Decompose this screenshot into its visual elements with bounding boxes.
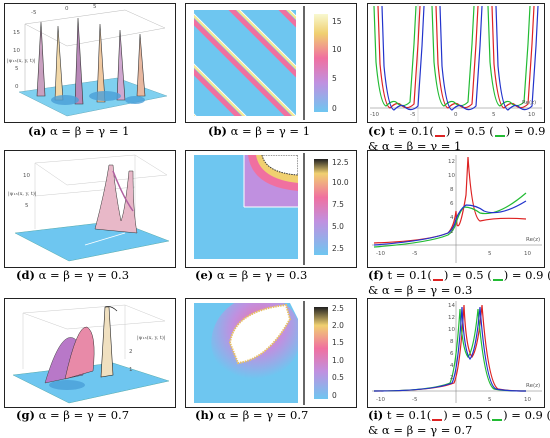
legend-swatch-green — [492, 419, 503, 421]
colorbar-tick: 15 — [332, 17, 342, 26]
caption-c: (c) t = 0.1() = 0.5 () = 0.9 () — [368, 124, 550, 138]
tick-label: 15 — [13, 30, 20, 36]
colorbar-tick: 1.5 — [332, 338, 344, 347]
colorbar-tick: 10.0 — [332, 178, 349, 187]
tick-label: 10 — [448, 173, 455, 179]
tick-label: 0 — [15, 84, 19, 90]
tick-label: -5 — [412, 397, 418, 403]
caption-b: (b) α = β = γ = 1 — [208, 124, 311, 138]
tick-label: 0 — [454, 112, 458, 118]
panel-b-density: 15 10 5 0 — [185, 3, 357, 123]
legend-swatch-red — [432, 279, 443, 281]
colorbar-tick: 1.0 — [332, 356, 344, 365]
caption-d: (d) α = β = γ = 0.3 — [16, 268, 130, 282]
panel-h-density: 2.5 2.0 1.5 1.0 0.5 0 — [185, 298, 357, 408]
tick-label: 4 — [450, 363, 454, 369]
tick-label: 5 — [488, 251, 492, 257]
z-axis-label: |ψ₁₃(x, y, t)| — [8, 190, 37, 197]
tick-label: 4 — [450, 215, 454, 221]
panel-c-line-plot: -10 -5 0 5 10 Re(z) — [367, 3, 545, 123]
caption-f-line2: & α = β = γ = 0.3 — [368, 283, 473, 297]
tick-label: 6 — [450, 201, 454, 207]
tick-label: 5 — [15, 66, 19, 72]
tick-label: 5 — [93, 4, 97, 10]
panel-f-line-plot: -10 -5 5 10 12 10 8 6 4 2 Re(z) — [367, 150, 545, 268]
tick-label: -10 — [376, 251, 385, 257]
caption-a: (a) α = β = γ = 1 — [28, 124, 130, 138]
colorbar-tick: 0.5 — [332, 373, 344, 382]
colorbar-tick: 2.5 — [332, 304, 344, 313]
tick-label: -5 — [410, 112, 416, 118]
caption-f: (f) t = 0.1() = 0.5 () = 0.9 () — [368, 268, 550, 282]
legend-swatch-green — [494, 135, 505, 137]
tick-label: 2 — [129, 349, 133, 355]
colorbar-tick: 7.5 — [332, 200, 344, 209]
tick-label: 5 — [492, 112, 496, 118]
axis-label-re: Re(z) — [526, 237, 540, 243]
tick-label: 1 — [129, 367, 133, 373]
panel-i-line-plot: -10 -5 5 10 14 12 10 8 6 4 2 Re(z) — [367, 298, 545, 408]
axis-label-re: Re(z) — [522, 100, 536, 106]
caption-i: (i) t = 0.1() = 0.5 () = 0.9 () — [368, 408, 550, 422]
z-axis-label: |ψ₁₃(x, y, t)| — [137, 334, 166, 341]
axis-label-re: Re(z) — [526, 383, 540, 389]
tick-label: 6 — [450, 351, 454, 357]
caption-e: (e) α = β = γ = 0.3 — [195, 268, 308, 282]
legend-swatch-green — [492, 279, 503, 281]
tick-label: 8 — [450, 339, 454, 345]
caption-i-line2: & α = β = γ = 0.7 — [368, 423, 473, 437]
tick-label: 10 — [524, 251, 531, 257]
legend-swatch-red — [432, 419, 443, 421]
tick-label: 0 — [65, 6, 69, 12]
tick-label: 2 — [450, 229, 454, 235]
tick-label: 10 — [13, 48, 20, 54]
colorbar-tick: 2.0 — [332, 321, 344, 330]
tick-label: 12 — [448, 159, 455, 165]
tick-label: -10 — [370, 112, 379, 118]
colorbar-tick: 12.5 — [332, 158, 349, 167]
tick-label: 10 — [524, 397, 531, 403]
tick-label: 5 — [488, 397, 492, 403]
colorbar-tick: 5 — [332, 74, 337, 83]
tick-label: 14 — [448, 303, 455, 309]
caption-h: (h) α = β = γ = 0.7 — [195, 408, 309, 422]
colorbar-tick: 0 — [332, 104, 337, 113]
panel-e-density: 12.5 10.0 7.5 5.0 2.5 — [185, 150, 357, 268]
caption-g: (g) α = β = γ = 0.7 — [16, 408, 130, 422]
tick-label: 10 — [23, 173, 30, 179]
tick-label: 5 — [25, 203, 29, 209]
tick-label: 10 — [528, 112, 535, 118]
tick-label: 12 — [448, 315, 455, 321]
colorbar-tick: 10 — [332, 45, 342, 54]
tick-label: 2 — [450, 375, 454, 381]
colorbar-tick: 0 — [332, 391, 337, 400]
tick-label: -5 — [31, 10, 37, 16]
panel-a-3d-surface: -5 0 5 15 10 5 0 |ψ₁₃(x, y, t)| — [4, 3, 176, 123]
caption-c-line2: & α = β = γ = 1 — [368, 139, 462, 153]
legend-swatch-red — [434, 135, 445, 137]
panel-g-3d-surface: 2 1 |ψ₁₃(x, y, t)| — [4, 298, 176, 408]
colorbar-tick: 5.0 — [332, 222, 344, 231]
tick-label: -5 — [412, 251, 418, 257]
tick-label: -10 — [376, 397, 385, 403]
panel-d-3d-surface: 10 5 |ψ₁₃(x, y, t)| — [4, 150, 176, 268]
tick-label: 10 — [448, 327, 455, 333]
colorbar-tick: 2.5 — [332, 244, 344, 253]
z-axis-label: |ψ₁₃(x, y, t)| — [7, 57, 36, 64]
tick-label: 8 — [450, 187, 454, 193]
